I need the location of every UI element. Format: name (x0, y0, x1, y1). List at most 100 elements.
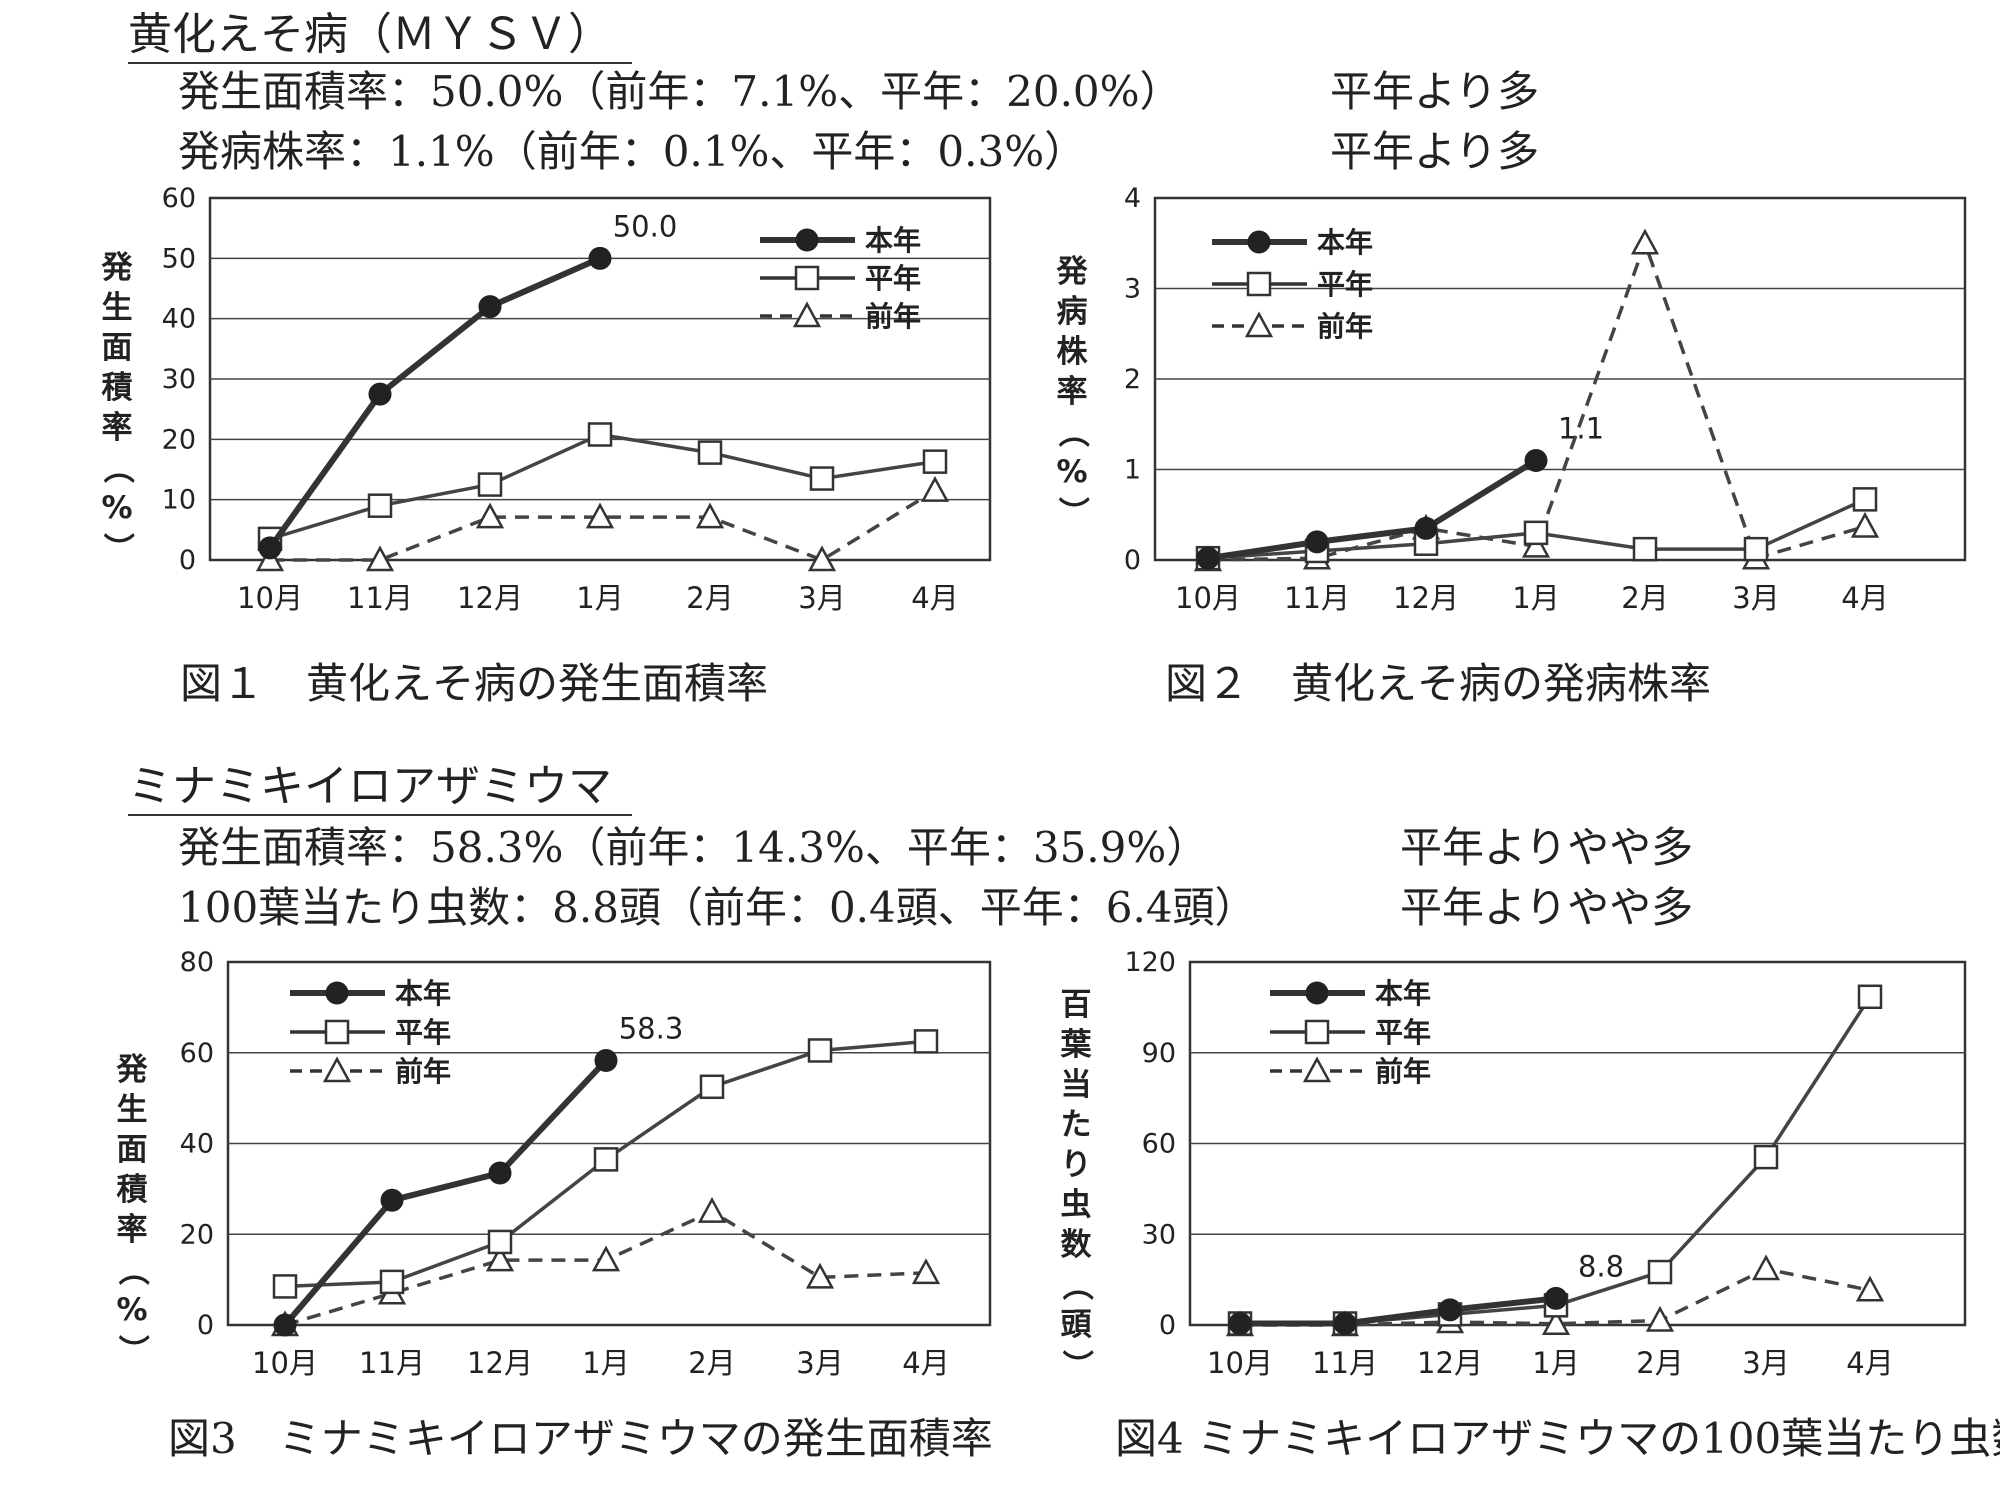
chart-2-ylabel-char: 発 (1056, 254, 1089, 290)
chart-2-ylabel-char: ） (1054, 497, 1090, 528)
chart-3-ytick-label: 40 (180, 1129, 214, 1160)
chart-3-ylabel-char: 積 (117, 1172, 148, 1208)
chart-4-legend-label: 前年 (1375, 1055, 1431, 1088)
chart-1-legend-label: 平年 (865, 262, 921, 295)
chart-3-point-2 (805, 1262, 835, 1289)
chart-3-xtick-label: 11月 (359, 1346, 425, 1380)
chart-1-point-2 (920, 476, 950, 502)
chart-1-ytick-label: 0 (179, 545, 196, 576)
chart-2-point-0 (1196, 546, 1220, 570)
chart-4-legend-label: 本年 (1375, 977, 1431, 1010)
stat-judgement-mysv-area: 平年より多 (1330, 67, 1540, 116)
chart-1-ylabel-char: % (101, 490, 132, 526)
chart-2-xtick-label: 10月 (1175, 581, 1241, 615)
chart-1-point-1 (809, 466, 835, 491)
chart-1-legend-marker (792, 301, 822, 328)
chart-1-ytick-label: 60 (162, 183, 196, 214)
chart-1-legend-label: 前年 (865, 300, 921, 333)
chart-3-ylabel-char: 発 (116, 1052, 149, 1088)
chart-caption-fig1: 図１ 黄化えそ病の発生面積率 (180, 659, 769, 708)
chart-4-point-0 (1438, 1298, 1462, 1322)
chart-3-ylabel-char: 面 (117, 1132, 148, 1168)
chart-2-xtick-label: 1月 (1512, 581, 1559, 615)
chart-4-xtick-label: 3月 (1742, 1346, 1789, 1380)
chart-2-legend-label: 前年 (1317, 310, 1373, 343)
chart-4-xtick-label: 12月 (1417, 1346, 1483, 1380)
chart-4-legend-label: 平年 (1375, 1016, 1431, 1049)
chart-3-ylabel-char: （ (114, 1255, 150, 1286)
chart-3-ylabel-char: % (116, 1292, 147, 1328)
stat-judgement-thrips-area: 平年よりやや多 (1400, 823, 1694, 872)
chart-2-ytick-label: 1 (1124, 455, 1141, 486)
stat-line-thrips-count: 100葉当たり虫数：8.8頭（前年：0.4頭、平年：6.4頭） (178, 883, 1257, 932)
chart-1-ylabel-char: 積 (102, 370, 133, 406)
chart-1-ylabel-char: 発 (101, 250, 134, 286)
chart-3-ytick-label: 80 (180, 947, 214, 978)
chart-2-point-2 (1521, 531, 1551, 558)
chart-2-point-1 (1632, 536, 1658, 562)
chart-1-point-0 (368, 382, 392, 406)
chart-1-xtick-label: 10月 (237, 581, 303, 615)
chart-3-point-2 (911, 1258, 941, 1285)
chart-1-point-1 (587, 422, 613, 447)
chart-2-ytick-label: 2 (1124, 364, 1141, 395)
chart-4-ytick-label: 60 (1142, 1129, 1176, 1160)
chart-1-point-1 (922, 449, 948, 474)
chart-4-ylabel-char: り (1061, 1147, 1092, 1183)
chart-4-point-2 (1645, 1305, 1675, 1332)
chart-1-point-1 (367, 493, 393, 518)
chart-2-point-2 (1630, 228, 1660, 255)
chart-3-group: 0 20 40 60 80 10月 11月 12月 1月 2月 3月 4月 発生面積率 （% ） 58.3 本年… (114, 947, 992, 1380)
chart-2-xtick-label: 11月 (1284, 581, 1350, 615)
chart-3-ytick-label: 60 (180, 1038, 214, 1069)
chart-4-ytick-label: 30 (1142, 1219, 1176, 1250)
chart-1-point-0 (478, 295, 502, 319)
chart-4-series-line-0 (1240, 1295, 1557, 1327)
chart-1-point-2 (695, 502, 725, 529)
chart-1-xtick-label: 12月 (457, 581, 523, 615)
chart-2-series-line-0 (1207, 457, 1538, 562)
chart-1-legend-label: 本年 (865, 224, 921, 257)
chart-2-ytick-label: 0 (1124, 545, 1141, 576)
chart-3-point-0 (380, 1188, 404, 1212)
chart-4-ylabel-char: た (1061, 1107, 1092, 1143)
chart-1-xtick-label: 2月 (686, 581, 733, 615)
chart-2-legend-marker (1246, 271, 1272, 297)
chart-2-data-label: 1.1 (1558, 411, 1604, 445)
chart-2-legend-marker (1247, 230, 1271, 254)
chart-2-xtick-label: 2月 (1621, 581, 1668, 615)
chart-3-point-0 (594, 1048, 618, 1072)
chart-3-legend-marker (324, 1019, 350, 1045)
chart-1-xtick-label: 1月 (576, 581, 623, 615)
chart-3-ylabel-char: 率 (117, 1212, 148, 1248)
chart-1-data-label: 50.0 (613, 209, 678, 243)
chart-3-ytick-label: 20 (180, 1219, 214, 1250)
chart-4-legend-marker (1302, 1056, 1332, 1083)
chart-4-xtick-label: 11月 (1312, 1346, 1378, 1380)
section-heading-mysv: 黄化えそ病（ＭＹＳＶ） (128, 8, 632, 64)
chart-3-point-1 (699, 1074, 725, 1100)
chart-2-point-0 (1305, 530, 1329, 554)
chart-4-xtick-label: 1月 (1532, 1346, 1579, 1380)
chart-3-point-0 (488, 1161, 512, 1185)
chart-3-xtick-label: 12月 (467, 1346, 533, 1380)
chart-3-ylabel-char: 生 (117, 1092, 148, 1128)
chart-1-series-line-0 (267, 255, 602, 550)
chart-1-ylabel-char: 面 (102, 330, 133, 366)
chart-1-ylabel-char: （ (99, 453, 135, 484)
chart-2-legend-label: 本年 (1317, 226, 1373, 259)
chart-3-xtick-label: 3月 (796, 1346, 843, 1380)
chart-4-point-1 (1647, 1259, 1673, 1285)
chart-3-legend-label: 前年 (395, 1055, 451, 1088)
chart-2-point-1 (1743, 536, 1769, 562)
chart-3-xtick-label: 10月 (252, 1346, 318, 1380)
chart-1-xtick-label: 11月 (347, 581, 413, 615)
chart-1-legend-marker (794, 265, 820, 291)
chart-3-legend-marker (325, 981, 349, 1005)
chart-4-ylabel-char: 百 (1061, 987, 1092, 1023)
chart-2-legend-label: 平年 (1317, 268, 1373, 301)
chart-4-ytick-label: 120 (1124, 947, 1176, 978)
chart-2-xtick-label: 3月 (1732, 581, 1779, 615)
chart-4-point-2 (1541, 1309, 1571, 1336)
